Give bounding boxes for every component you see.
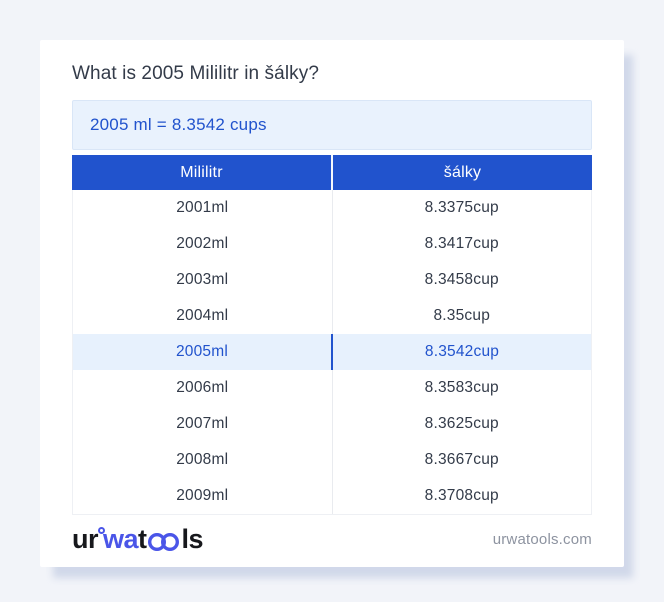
table-row[interactable]: 2007ml 8.3625cup bbox=[73, 406, 591, 442]
answer-text: 2005 ml = 8.3542 cups bbox=[90, 115, 267, 134]
cell-cup: 8.3417cup bbox=[424, 235, 499, 252]
table-row[interactable]: 2001ml 8.3375cup bbox=[73, 190, 591, 226]
table-header-salky: šálky bbox=[443, 163, 482, 181]
site-domain: urwatools.com bbox=[492, 530, 592, 548]
logo-text-t: t bbox=[138, 523, 147, 554]
cell-mililitr: 2009ml bbox=[73, 478, 333, 514]
table-header-mililitr: Mililitr bbox=[72, 155, 333, 190]
logo-oo-glasses-icon bbox=[147, 532, 179, 552]
table-row[interactable]: 2002ml 8.3417cup bbox=[73, 226, 591, 262]
table-row[interactable]: 2004ml 8.35cup bbox=[73, 298, 591, 334]
table-row[interactable]: 2008ml 8.3667cup bbox=[73, 442, 591, 478]
logo-text-wa: wa bbox=[103, 523, 139, 554]
answer-box: 2005 ml = 8.3542 cups bbox=[72, 100, 592, 150]
cell-mililitr: 2006ml bbox=[73, 370, 333, 406]
cell-cup: 8.3625cup bbox=[424, 415, 499, 432]
table-row[interactable]: 2005ml 8.3542cup bbox=[73, 334, 591, 370]
cell-cup: 8.35cup bbox=[433, 307, 491, 324]
table-body: 2001ml 8.3375cup 2002ml 8.3417cup 2003ml… bbox=[72, 190, 592, 515]
cell-mililitr: 2003ml bbox=[73, 262, 333, 298]
table-header-row: Mililitr šálky bbox=[72, 155, 592, 190]
table-row[interactable]: 2006ml 8.3583cup bbox=[73, 370, 591, 406]
conversion-table: Mililitr šálky 2001ml 8.3375cup 2002ml 8… bbox=[72, 155, 592, 515]
conversion-card: What is 2005 Mililitr in šálky? 2005 ml … bbox=[40, 40, 624, 567]
cell-mililitr: 2008ml bbox=[73, 442, 333, 478]
logo-text-ls: ls bbox=[181, 523, 204, 554]
table-row[interactable]: 2009ml 8.3708cup bbox=[73, 478, 591, 514]
page-title: What is 2005 Mililitr in šálky? bbox=[72, 63, 320, 84]
cell-cup: 8.3583cup bbox=[424, 379, 499, 396]
cell-mililitr: 2001ml bbox=[73, 190, 333, 226]
cell-mililitr: 2002ml bbox=[73, 226, 333, 262]
cell-mililitr: 2004ml bbox=[73, 298, 333, 334]
logo-ring-icon bbox=[98, 526, 105, 534]
logo-text-ur: ur bbox=[72, 523, 99, 554]
urwatools-logo: ur wa t ls bbox=[72, 523, 204, 554]
cell-cup: 8.3708cup bbox=[424, 487, 499, 504]
cell-cup: 8.3542cup bbox=[424, 343, 500, 360]
cell-mililitr: 2007ml bbox=[73, 406, 333, 442]
cell-cup: 8.3667cup bbox=[424, 451, 499, 468]
table-row[interactable]: 2003ml 8.3458cup bbox=[73, 262, 591, 298]
cell-mililitr: 2005ml bbox=[73, 334, 333, 370]
cell-cup: 8.3375cup bbox=[424, 199, 499, 216]
card-footer: ur wa t ls urwatools.com bbox=[72, 521, 592, 557]
cell-cup: 8.3458cup bbox=[424, 271, 499, 288]
